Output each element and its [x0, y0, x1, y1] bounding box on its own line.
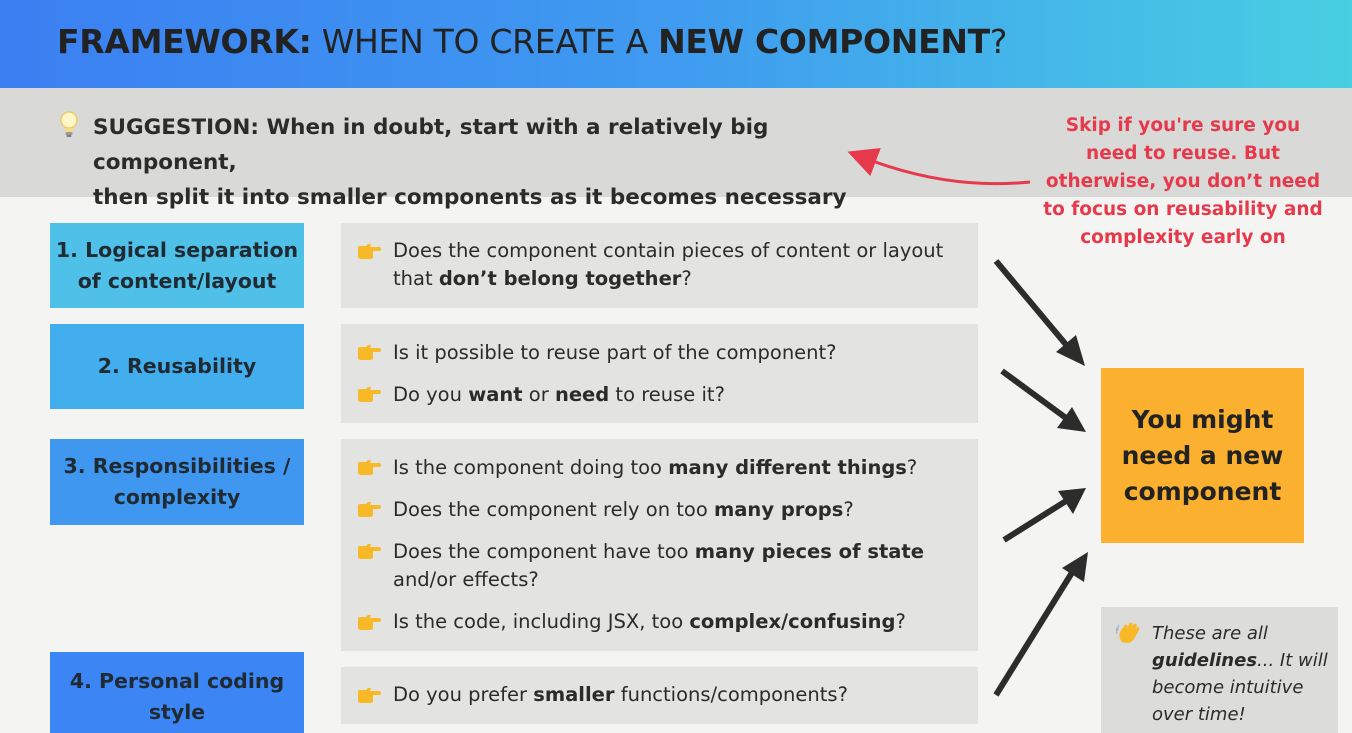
question-box-3 — [341, 439, 978, 651]
reuse-side-note: Skip if you're sure you need to reuse. B… — [1043, 115, 1323, 248]
pointing-hand-icon — [358, 502, 381, 517]
pointing-hand-icon — [358, 544, 381, 559]
arrow-icon — [1002, 488, 1086, 543]
pointing-hand-icon — [358, 387, 381, 402]
question-too-much-state: Does the component have too many pieces … — [393, 540, 924, 591]
question-want-reuse: Do you want or need to reuse it? — [393, 383, 725, 406]
question-complex-code: Is the code, including JSX, too complex/… — [393, 610, 906, 633]
question-too-many-things: Is the component doing too many differen… — [393, 456, 918, 479]
result-new-component: You might need a new component — [1101, 368, 1304, 543]
pointing-hand-icon — [358, 688, 381, 703]
pointing-hand-icon — [358, 615, 381, 630]
question-reuse-possible: Is it possible to reuse part of the comp… — [393, 341, 837, 364]
question-box-1 — [341, 223, 978, 308]
lightbulb-icon — [60, 111, 78, 137]
suggestion-text: SUGGESTION: When in doubt, start with a … — [93, 115, 847, 210]
category-responsibilities: 3. Responsibilities / complexity — [50, 439, 304, 525]
arrow-icon — [993, 259, 1085, 366]
guideline-note — [1101, 607, 1338, 733]
page-title: FRAMEWORK: WHEN TO CREATE A NEW COMPONEN… — [57, 22, 1008, 61]
red-curved-arrow-icon — [847, 148, 1031, 186]
arrow-icon — [993, 552, 1088, 697]
question-content-layout: Does the component contain pieces of con… — [393, 239, 944, 290]
category-logical-separation: 1. Logical separation of content/layout — [50, 223, 304, 308]
category-reusability: 2. Reusability — [50, 324, 304, 409]
guideline-note-text: These are all guidelines... It will beco… — [1152, 623, 1328, 725]
question-box-4 — [341, 667, 978, 724]
waving-hand-icon — [1116, 622, 1140, 643]
question-box-2 — [341, 324, 978, 423]
header-banner — [0, 0, 1352, 88]
pointing-hand-icon — [358, 244, 381, 259]
question-too-many-props: Does the component rely on too many prop… — [393, 498, 854, 521]
category-coding-style: 4. Personal coding style — [50, 652, 304, 733]
suggestion-band — [0, 88, 1352, 197]
pointing-hand-icon — [358, 345, 381, 360]
pointing-hand-icon — [358, 460, 381, 475]
question-smaller-functions: Do you prefer smaller functions/componen… — [393, 683, 848, 706]
arrow-icon — [1000, 368, 1086, 432]
